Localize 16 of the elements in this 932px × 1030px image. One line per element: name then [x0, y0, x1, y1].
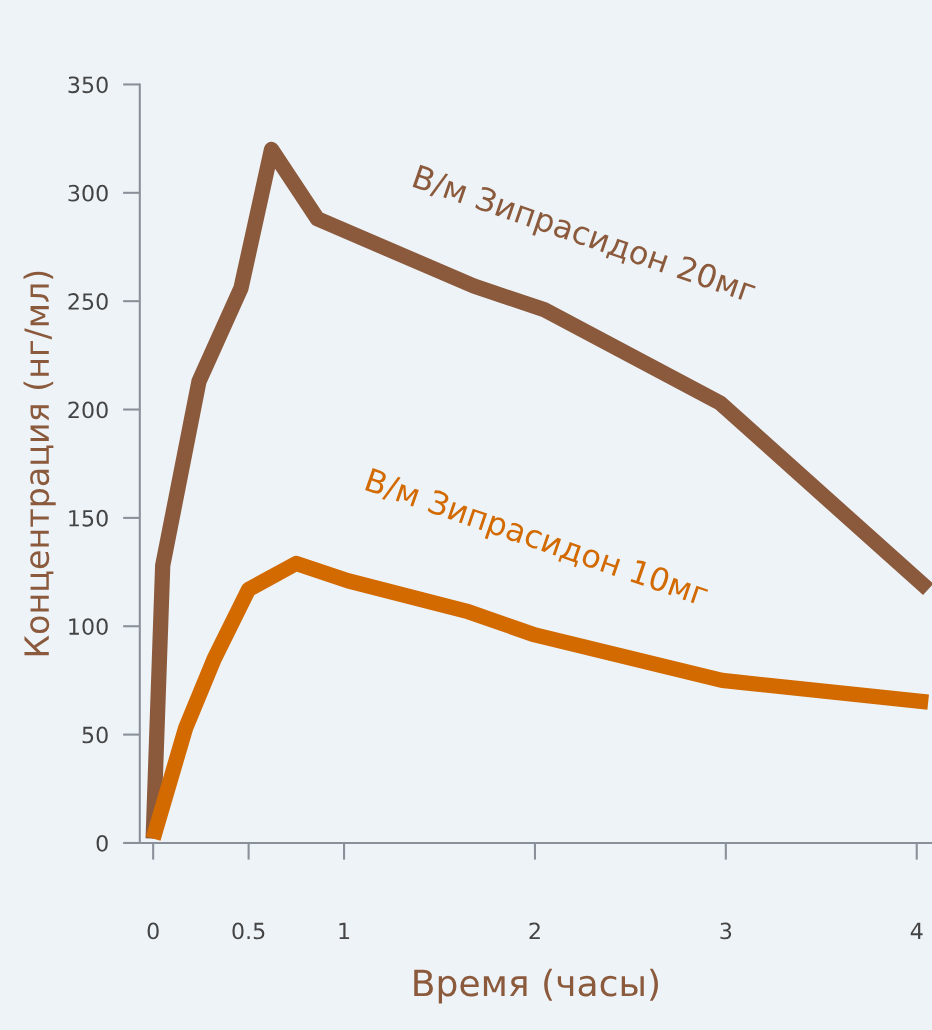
y-tick-label: 150 [69, 509, 108, 527]
y-tick-label: 100 [69, 618, 108, 635]
y-tick-label: 200 [68, 401, 108, 419]
x-axis-title: Время (часы) [414, 968, 658, 1004]
y-tick-label: 300 [68, 184, 108, 202]
x-tick-label: 0.5 [232, 922, 265, 940]
y-axis-title: Концентрация (нг/мл) [23, 271, 56, 656]
x-tick-label: 4 [910, 922, 923, 939]
x-tick-label: 1 [339, 922, 350, 939]
x-tick-label: 2 [529, 922, 540, 939]
y-tick-label: 350 [68, 76, 108, 94]
y-tick-label: 50 [82, 726, 108, 744]
x-tick-label: 3 [720, 922, 732, 940]
y-tick-label: 250 [68, 293, 108, 310]
x-tick-label: 0 [147, 922, 159, 940]
y-tick-label: 0 [96, 834, 108, 852]
